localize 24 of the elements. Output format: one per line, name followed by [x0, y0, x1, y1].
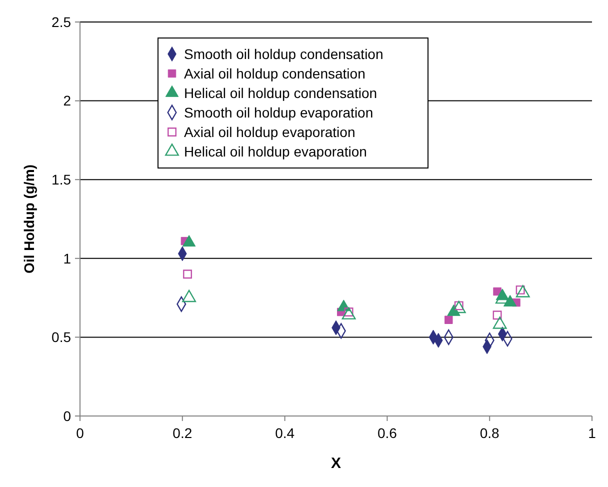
y-tick-label: 0	[63, 408, 72, 424]
y-tick-label: 0.5	[52, 329, 72, 346]
x-tick-label: 1	[588, 425, 596, 441]
y-axis-title: Oil Holdup (g/m)	[21, 164, 37, 274]
legend-label: Smooth oil holdup evaporation	[184, 104, 374, 120]
point	[183, 270, 192, 279]
x-tick-label: 0	[76, 425, 84, 441]
x-tick-label: 0.2	[172, 425, 192, 441]
point	[492, 310, 502, 320]
y-tick-label: 2	[63, 92, 72, 109]
legend-label: Axial oil holdup evaporation	[184, 124, 356, 140]
legend-label: Axial oil holdup condensation	[184, 65, 366, 82]
x-tick-label: 0.8	[480, 425, 500, 441]
y-tick-label: 2.5	[52, 14, 72, 30]
x-tick-label: 0.4	[275, 425, 295, 441]
x-tick-label: 0.6	[377, 425, 398, 441]
legend-label: Helical oil holdup condensation	[184, 84, 378, 101]
legend-label: Smooth oil holdup condensation	[184, 46, 384, 62]
point	[444, 316, 453, 324]
legend-label: Helical oil holdup evaporation	[184, 143, 367, 160]
y-tick-label: 1.5	[52, 172, 72, 188]
y-tick-label: 1	[63, 250, 72, 266]
point	[182, 235, 196, 247]
x-axis-title: X	[330, 455, 342, 472]
